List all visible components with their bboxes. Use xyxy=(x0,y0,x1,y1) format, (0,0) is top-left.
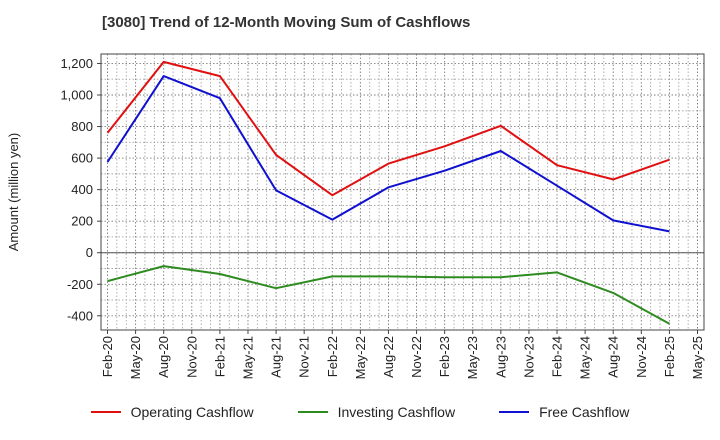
axis-labels: -400 -200 0 200 400 600 800 1,000 1,200 Feb-20 May… xyxy=(6,56,705,379)
y-tick-label: 200 xyxy=(71,214,93,229)
series-line-operating-cashflow xyxy=(106,60,670,197)
legend: Operating Cashflow Investing Cashflow Fr… xyxy=(0,404,720,420)
legend-swatch-free xyxy=(499,411,530,413)
x-tick-label: Nov-23 xyxy=(521,336,536,378)
legend-label-investing: Investing Cashflow xyxy=(337,404,456,420)
y-tick-label: 1,000 xyxy=(60,88,93,103)
x-tick-label: Aug-24 xyxy=(606,336,621,378)
y-axis-label: Amount (million yen) xyxy=(6,133,21,252)
chart-title: [3080] Trend of 12-Month Moving Sum of C… xyxy=(102,14,471,31)
x-tick-label: Feb-25 xyxy=(662,336,677,377)
series-line-investing-cashflow xyxy=(107,265,670,325)
legend-item-investing: Investing Cashflow xyxy=(297,404,456,420)
x-tick-label: Aug-20 xyxy=(156,336,171,378)
legend-item-free: Free Cashflow xyxy=(499,404,629,420)
x-tick-label: Feb-24 xyxy=(550,336,565,377)
x-tick-label: May-23 xyxy=(465,336,480,379)
y-tick-label: 0 xyxy=(86,245,93,260)
x-tick-label: Nov-22 xyxy=(409,336,424,378)
axes xyxy=(97,53,705,334)
y-tick-label: 800 xyxy=(71,119,93,134)
x-tick-label: Feb-21 xyxy=(212,336,227,377)
series-lines xyxy=(106,60,670,325)
y-tick-label: 1,200 xyxy=(60,56,93,71)
plot-frame xyxy=(100,53,705,331)
x-tick-label: May-24 xyxy=(578,336,593,379)
x-tick-label: Aug-22 xyxy=(381,336,396,378)
legend-label-operating: Operating Cashflow xyxy=(130,404,254,420)
series-line-free-cashflow xyxy=(106,75,670,233)
x-tick-label: Aug-21 xyxy=(269,336,284,378)
x-tick-label: Aug-23 xyxy=(493,336,508,378)
y-tick-label: -400 xyxy=(67,308,93,323)
x-tick-label: Nov-21 xyxy=(297,336,312,378)
x-tick-label: May-20 xyxy=(128,336,143,379)
legend-item-operating: Operating Cashflow xyxy=(90,404,254,420)
x-tick-label: Feb-20 xyxy=(100,336,115,377)
x-tick-label: May-21 xyxy=(240,336,255,379)
legend-swatch-operating xyxy=(90,411,121,413)
y-tick-label: 600 xyxy=(71,151,93,166)
x-tick-label: May-22 xyxy=(353,336,368,379)
x-tick-label: Nov-20 xyxy=(184,336,199,378)
y-tick-label: 400 xyxy=(71,182,93,197)
grid xyxy=(101,54,704,330)
y-tick-label: -200 xyxy=(67,277,93,292)
x-tick-label: May-25 xyxy=(690,336,705,379)
x-tick-label: Feb-22 xyxy=(325,336,340,377)
legend-label-free: Free Cashflow xyxy=(539,404,630,420)
legend-swatch-investing xyxy=(297,411,328,413)
x-tick-label: Feb-23 xyxy=(437,336,452,377)
x-tick-label: Nov-24 xyxy=(634,336,649,378)
